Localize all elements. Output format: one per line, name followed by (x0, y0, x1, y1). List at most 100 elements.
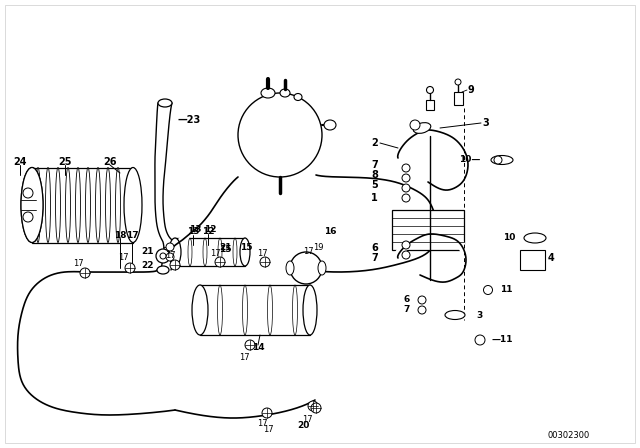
Text: 17: 17 (125, 231, 138, 240)
Text: 2: 2 (371, 138, 378, 148)
Circle shape (262, 408, 272, 418)
Circle shape (125, 263, 135, 273)
Text: 17: 17 (257, 249, 268, 258)
Text: 1: 1 (371, 193, 378, 203)
Circle shape (166, 243, 174, 251)
Ellipse shape (294, 94, 302, 100)
Ellipse shape (95, 168, 100, 242)
Text: 6: 6 (371, 243, 378, 253)
Circle shape (215, 257, 225, 267)
Ellipse shape (158, 99, 172, 107)
Text: 17: 17 (257, 419, 268, 428)
Text: 8: 8 (371, 170, 378, 180)
Text: 9: 9 (468, 85, 475, 95)
Ellipse shape (240, 238, 250, 266)
Ellipse shape (192, 285, 208, 335)
Ellipse shape (106, 168, 111, 242)
Circle shape (23, 212, 33, 222)
Text: 13: 13 (189, 225, 201, 234)
Circle shape (23, 188, 33, 198)
Text: 11: 11 (500, 285, 513, 294)
Text: 15: 15 (219, 246, 231, 254)
Text: —11: —11 (492, 336, 513, 345)
Ellipse shape (318, 261, 326, 275)
Circle shape (80, 268, 90, 278)
Bar (32, 168, 133, 243)
Circle shape (418, 306, 426, 314)
Ellipse shape (76, 168, 81, 242)
Circle shape (494, 156, 502, 164)
Ellipse shape (286, 261, 294, 275)
Text: 15: 15 (240, 244, 252, 253)
Circle shape (311, 403, 321, 413)
Text: 3: 3 (482, 118, 489, 128)
Text: 17: 17 (164, 251, 175, 260)
Text: 19: 19 (313, 242, 323, 251)
Bar (426, 100, 434, 110)
Circle shape (402, 241, 410, 249)
Circle shape (483, 285, 493, 294)
Ellipse shape (491, 155, 513, 164)
Ellipse shape (21, 168, 43, 242)
Circle shape (402, 251, 410, 259)
Text: 17: 17 (73, 258, 83, 267)
Circle shape (418, 296, 426, 304)
Ellipse shape (157, 266, 169, 274)
Text: 24: 24 (13, 157, 27, 167)
Ellipse shape (35, 168, 40, 242)
Text: 26: 26 (103, 157, 116, 167)
Ellipse shape (324, 120, 336, 130)
Text: 4: 4 (548, 253, 555, 263)
Text: 3: 3 (476, 310, 483, 319)
Text: 17: 17 (210, 249, 220, 258)
Text: 17: 17 (118, 254, 128, 263)
Text: 12: 12 (204, 225, 216, 234)
Ellipse shape (45, 168, 51, 242)
Circle shape (160, 253, 166, 259)
Circle shape (426, 86, 433, 94)
Ellipse shape (169, 238, 181, 266)
Ellipse shape (280, 89, 290, 97)
Circle shape (455, 79, 461, 85)
Circle shape (238, 93, 322, 177)
Ellipse shape (86, 168, 90, 242)
Text: 22: 22 (141, 260, 154, 270)
Ellipse shape (65, 168, 70, 242)
Bar (454, 92, 463, 105)
Circle shape (402, 184, 410, 192)
Text: 00302300: 00302300 (548, 431, 590, 439)
Circle shape (156, 249, 170, 263)
Ellipse shape (303, 285, 317, 335)
Circle shape (402, 164, 410, 172)
Text: 17: 17 (303, 247, 314, 257)
Circle shape (402, 174, 410, 182)
Ellipse shape (115, 168, 120, 242)
Bar (520, 250, 545, 270)
Bar (392, 210, 464, 250)
Text: 17: 17 (239, 353, 250, 362)
Ellipse shape (124, 168, 142, 242)
Text: 12: 12 (202, 228, 214, 237)
Circle shape (410, 120, 420, 130)
Text: 25: 25 (58, 157, 72, 167)
Text: 5: 5 (371, 180, 378, 190)
Circle shape (260, 257, 270, 267)
Circle shape (245, 340, 255, 350)
Ellipse shape (524, 233, 546, 243)
Text: 13: 13 (187, 228, 199, 237)
Text: 7: 7 (404, 306, 410, 314)
Bar (175, 238, 245, 266)
Ellipse shape (413, 123, 431, 134)
Text: 10: 10 (502, 233, 515, 242)
Ellipse shape (261, 88, 275, 98)
Text: 20: 20 (297, 421, 309, 430)
Text: 6: 6 (404, 296, 410, 305)
Circle shape (308, 401, 318, 411)
Circle shape (166, 253, 174, 261)
Circle shape (290, 252, 322, 284)
Text: 16: 16 (324, 228, 336, 237)
Text: 21: 21 (220, 244, 232, 253)
Ellipse shape (21, 168, 43, 242)
Text: 10—: 10— (459, 155, 480, 164)
Circle shape (475, 335, 485, 345)
